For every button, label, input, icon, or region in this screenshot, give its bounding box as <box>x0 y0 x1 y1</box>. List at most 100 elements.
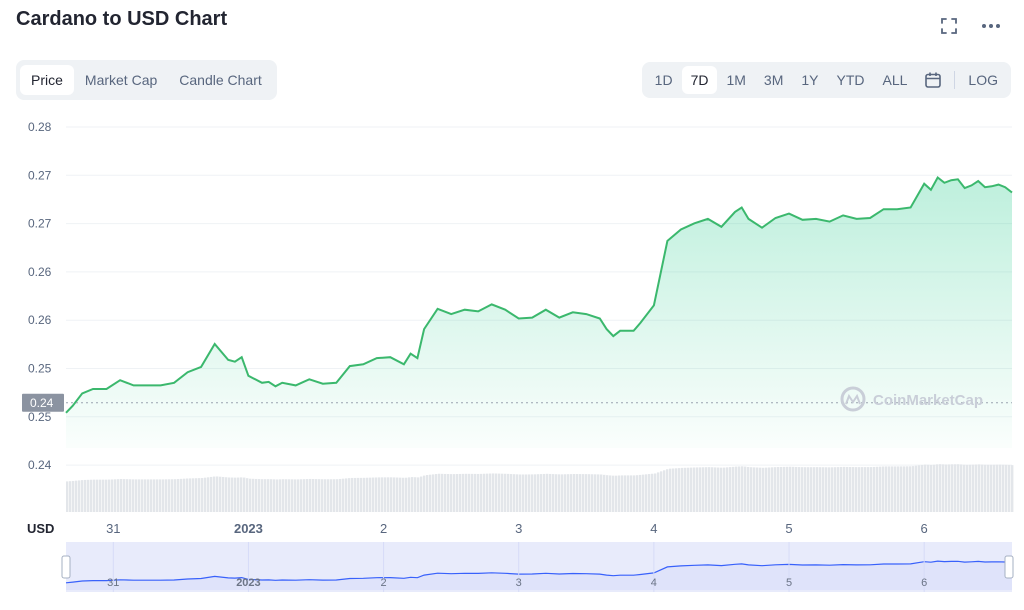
volume-bar <box>942 464 945 512</box>
volume-bar <box>123 479 126 512</box>
volume-bar <box>522 474 525 512</box>
volume-bar <box>978 464 981 512</box>
tab-market-cap[interactable]: Market Cap <box>84 72 158 88</box>
volume-bar <box>360 477 363 512</box>
volume-bar <box>102 479 105 512</box>
volume-bar <box>729 467 732 512</box>
volume-bar <box>531 474 534 512</box>
volume-bar <box>507 473 510 512</box>
range-navigator[interactable]: 31 2023 2 3 4 5 6 <box>61 542 1014 592</box>
volume-bar <box>804 467 807 512</box>
volume-bar <box>165 479 168 512</box>
volume-bar <box>720 467 723 512</box>
volume-bar <box>486 473 489 512</box>
volume-bar <box>753 467 756 512</box>
tab-candle-chart[interactable]: Candle Chart <box>179 72 262 88</box>
volume-bar <box>549 473 552 512</box>
volume-bar <box>474 473 477 512</box>
y-tick-label: 0.26 <box>28 265 52 279</box>
volume-bar <box>576 474 579 512</box>
watermark-logo: CoinMarketCap <box>840 386 983 412</box>
range-ytd[interactable]: YTD <box>836 72 865 88</box>
current-price-label: 0.24 <box>30 396 54 410</box>
volume-bar <box>369 477 372 512</box>
calendar-icon[interactable] <box>916 65 950 95</box>
y-tick-label: 0.24 <box>28 458 52 472</box>
volume-bar <box>864 467 867 512</box>
log-toggle[interactable]: LOG <box>968 72 998 88</box>
volume-bar <box>426 475 429 512</box>
volume-bar <box>633 475 636 512</box>
volume-bar <box>666 469 669 512</box>
volume-bar <box>1008 464 1011 512</box>
x-tick-label: 31 <box>106 521 120 536</box>
volume-bar <box>828 467 831 512</box>
range-1y[interactable]: 1Y <box>801 72 819 88</box>
volume-bar <box>879 466 882 512</box>
volume-bar <box>78 480 81 512</box>
volume-bar <box>255 478 258 512</box>
range-1m[interactable]: 1M <box>726 72 746 88</box>
volume-bar <box>132 479 135 512</box>
volume-bar <box>876 466 879 512</box>
volume-bar <box>984 464 987 512</box>
volume-bar <box>282 479 285 512</box>
volume-bar <box>972 464 975 512</box>
range-all[interactable]: ALL <box>882 72 908 88</box>
volume-bar <box>222 476 225 512</box>
fullscreen-icon[interactable] <box>935 12 963 40</box>
volume-bar <box>339 478 342 512</box>
range-3m[interactable]: 3M <box>763 72 784 88</box>
volume-bar <box>336 479 339 512</box>
navigator-right-handle[interactable] <box>1004 555 1014 579</box>
price-chart: 0.24 CoinMarketCap 0.28 0.27 0.27 0.26 0.26 0… <box>22 120 1014 592</box>
volume-bar <box>279 479 282 512</box>
range-7d[interactable]: 7D <box>681 66 718 94</box>
volume-bar <box>276 479 279 512</box>
volume-bar <box>963 464 966 512</box>
volume-bar <box>294 479 297 512</box>
y-tick-label: 0.25 <box>28 362 52 376</box>
volume-bar <box>621 475 624 512</box>
volume-bar <box>288 479 291 512</box>
volume-bar <box>489 473 492 512</box>
volume-bar <box>381 477 384 512</box>
volume-bar <box>654 473 657 512</box>
volume-bar <box>906 466 909 512</box>
volume-bar <box>201 478 204 512</box>
navigator-tick-label: 5 <box>786 577 792 589</box>
tab-price[interactable]: Price <box>20 65 74 95</box>
volume-bar <box>660 471 663 512</box>
volume-bar <box>579 474 582 512</box>
more-icon[interactable] <box>977 12 1005 40</box>
volume-bar <box>552 474 555 512</box>
volume-bar <box>609 475 612 512</box>
volume-bar <box>966 464 969 512</box>
volume-bar <box>822 467 825 512</box>
volume-bar <box>267 479 270 512</box>
volume-bar <box>891 466 894 512</box>
volume-bar <box>678 468 681 512</box>
volume-bar <box>471 473 474 512</box>
volume-bar <box>900 466 903 512</box>
volume-bar <box>663 470 666 512</box>
range-1d[interactable]: 1D <box>654 72 673 88</box>
volume-bar <box>807 467 810 512</box>
volume-bar <box>297 479 300 512</box>
volume-bar <box>888 466 891 512</box>
volume-bar <box>597 474 600 512</box>
volume-bar <box>375 477 378 512</box>
volume-bar <box>300 479 303 512</box>
volume-bar <box>534 474 537 512</box>
volume-bar <box>450 474 453 512</box>
volume-bar <box>156 479 159 512</box>
navigator-left-handle[interactable] <box>61 555 71 579</box>
volume-bar <box>462 473 465 512</box>
volume-bar <box>954 464 957 512</box>
volume-bar <box>234 477 237 512</box>
range-separator <box>954 71 956 89</box>
volume-bar <box>735 466 738 512</box>
volume-bar <box>210 476 213 512</box>
volume-bar <box>525 474 528 512</box>
volume-bar <box>1011 465 1014 512</box>
